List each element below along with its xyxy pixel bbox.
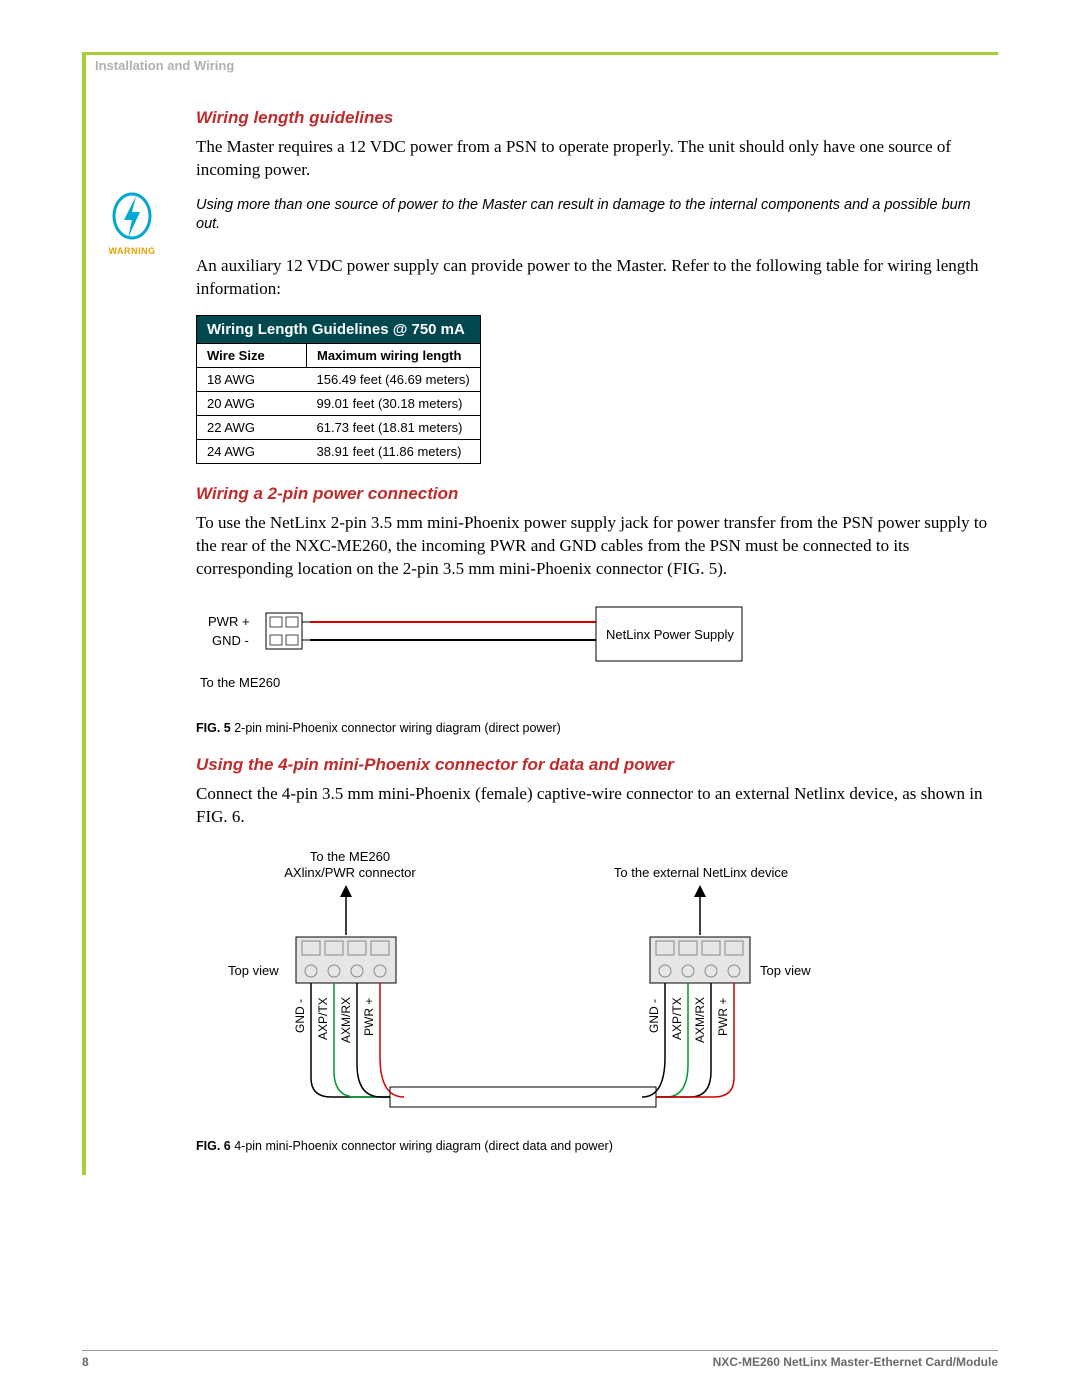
pin-label: PWR + (716, 997, 730, 1035)
figure-5-caption: FIG. 5 2-pin mini-Phoenix connector wiri… (196, 721, 996, 735)
paragraph: To use the NetLinx 2-pin 3.5 mm mini-Pho… (196, 512, 996, 581)
label-topview: Top view (760, 963, 811, 978)
footer-title: NXC-ME260 NetLinx Master-Ethernet Card/M… (713, 1355, 998, 1369)
page-footer: 8 NXC-ME260 NetLinx Master-Ethernet Card… (82, 1350, 998, 1369)
pin-label: AXP/TX (316, 997, 330, 1040)
table-row: 22 AWG61.73 feet (18.81 meters) (197, 415, 481, 439)
label-topview: Top view (228, 963, 279, 978)
top-rule (82, 52, 998, 55)
page-number: 8 (82, 1355, 89, 1369)
heading-4pin: Using the 4-pin mini-Phoenix connector f… (196, 755, 996, 775)
warning-text: Using more than one source of power to t… (196, 196, 996, 235)
pin-label: AXM/RX (693, 997, 707, 1043)
label-to-me260: To the ME260 (300, 849, 400, 864)
pin-label: AXP/TX (670, 997, 684, 1040)
pin-label: GND - (293, 999, 307, 1033)
warning-label: WARNING (102, 246, 162, 256)
label-gnd: GND - (212, 633, 249, 648)
wiring-length-table: Wiring Length Guidelines @ 750 mA Wire S… (196, 315, 481, 464)
figure-6-caption: FIG. 6 4-pin mini-Phoenix connector wiri… (196, 1139, 996, 1153)
paragraph: An auxiliary 12 VDC power supply can pro… (196, 255, 996, 301)
chapter-title: Installation and Wiring (95, 58, 234, 73)
warning-icon: WARNING (102, 192, 162, 256)
pin-label: PWR + (362, 997, 376, 1035)
table-row: 24 AWG38.91 feet (11.86 meters) (197, 439, 481, 463)
table-row: 18 AWG156.49 feet (46.69 meters) (197, 367, 481, 391)
heading-2pin: Wiring a 2-pin power connection (196, 484, 996, 504)
table-header: Maximum wiring length (307, 343, 481, 367)
table-header: Wire Size (197, 343, 307, 367)
label-pwr: PWR + (208, 614, 250, 629)
label-to-me260: To the ME260 (200, 675, 280, 690)
label-to-external: To the external NetLinx device (596, 865, 806, 880)
paragraph: The Master requires a 12 VDC power from … (196, 136, 996, 182)
figure-6: To the ME260 AXlinx/PWR connector To the… (196, 843, 996, 1133)
label-axlinx: AXlinx/PWR connector (278, 865, 422, 880)
warning-block: WARNING Using more than one source of po… (196, 196, 996, 235)
pin-label: AXM/RX (339, 997, 353, 1043)
page-content: Wiring length guidelines The Master requ… (196, 108, 996, 1173)
pin-label: GND - (647, 999, 661, 1033)
label-power-supply: NetLinx Power Supply (606, 627, 734, 642)
table-title: Wiring Length Guidelines @ 750 mA (197, 315, 481, 343)
paragraph: Connect the 4-pin 3.5 mm mini-Phoenix (f… (196, 783, 996, 829)
side-rule (82, 55, 86, 1175)
heading-wiring-length: Wiring length guidelines (196, 108, 996, 128)
table-row: 20 AWG99.01 feet (30.18 meters) (197, 391, 481, 415)
figure-5: PWR + GND - To the ME260 NetLinx Power S… (196, 595, 996, 715)
